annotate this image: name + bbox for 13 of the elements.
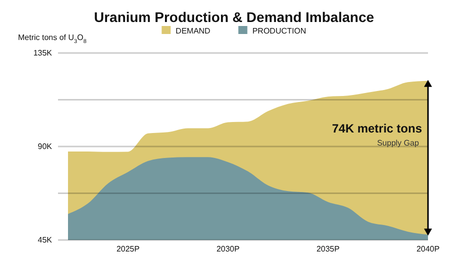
y-tick-label: 135K	[33, 48, 53, 58]
legend-label: PRODUCTION	[252, 26, 306, 36]
x-tick-label: 2035P	[316, 244, 340, 254]
x-tick-label: 2040P	[416, 244, 440, 254]
annotation: Supply Gap	[377, 138, 420, 148]
chart-title: Uranium Production & Demand Imbalance	[94, 9, 374, 25]
y-tick-label: 90K	[38, 142, 53, 152]
annotation: 74K metric tons	[332, 122, 422, 136]
legend-label: DEMAND	[176, 26, 211, 36]
x-tick-label: 2030P	[216, 244, 240, 254]
y-tick-label: 45K	[38, 236, 53, 245]
y-axis-title: Metric tons of U$_{3}$O$_{8}$	[18, 33, 86, 45]
x-tick-label: 2025P	[116, 244, 140, 254]
